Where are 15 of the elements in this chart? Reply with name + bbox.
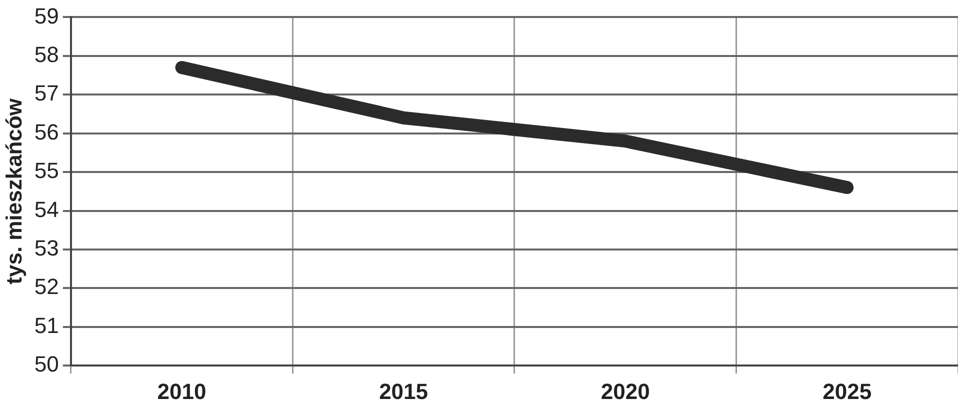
x-tick-label: 2010 (157, 378, 206, 404)
y-axis-title: tys. mieszkańców (1, 98, 26, 284)
y-tick-label: 56 (34, 119, 59, 144)
y-tick-label: 59 (34, 3, 59, 28)
y-tick-label: 52 (34, 274, 59, 300)
y-tick-label: 54 (34, 196, 59, 222)
x-tick-label: 2015 (379, 378, 428, 404)
y-tick-label: 55 (34, 158, 59, 184)
y-tick-label: 50 (34, 352, 59, 377)
x-tick-label: 2020 (600, 378, 650, 404)
y-tick-label: 53 (34, 236, 59, 261)
x-tick-label: 2025 (822, 378, 872, 404)
y-tick-label: 51 (34, 312, 59, 338)
y-tick-label: 58 (34, 42, 59, 67)
y-tick-label: 57 (34, 80, 59, 106)
